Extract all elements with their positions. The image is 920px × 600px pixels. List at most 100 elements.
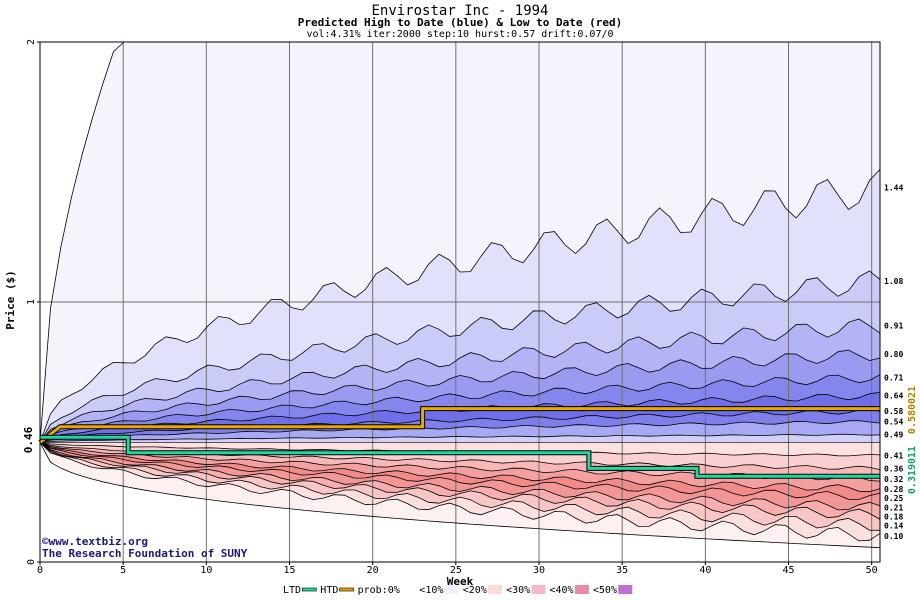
quantile-end-label: 1.44 xyxy=(884,184,903,193)
quantile-end-label: 0.41 xyxy=(884,451,903,460)
low-band xyxy=(40,442,880,492)
legend-swatch xyxy=(531,585,546,594)
high-band xyxy=(40,392,880,443)
quantile-end-label: 0.91 xyxy=(884,321,903,330)
x-tick-label: 40 xyxy=(699,565,711,576)
quantile-end-label: 0.54 xyxy=(884,418,903,427)
legend-label: HTD xyxy=(320,585,338,596)
legend-label: <40% xyxy=(550,585,574,596)
quantile-end-label: 0.36 xyxy=(884,464,903,473)
start-price-label: 0.46 xyxy=(22,426,35,453)
quantile-end-label: 0.28 xyxy=(884,485,903,494)
credit: ©www.textbiz.org The Research Foundation… xyxy=(42,535,248,560)
x-tick-label: 50 xyxy=(866,565,878,576)
high-quantile-line xyxy=(39,374,881,443)
htd-value-label: 0.580021 xyxy=(907,386,918,434)
quantile-end-label: 1.08 xyxy=(884,277,903,286)
chart-subtitle: Predicted High to Date (blue) & Low to D… xyxy=(298,16,623,29)
high-quantile-line xyxy=(39,270,881,443)
legend-swatch xyxy=(488,585,503,594)
copyright-icon: © xyxy=(42,535,49,548)
high-quantile-line xyxy=(39,169,881,443)
quantile-end-label: 0.14 xyxy=(884,522,903,531)
credit-org: The Research Foundation of SUNY xyxy=(42,547,248,560)
quantile-end-label: 0.32 xyxy=(884,475,903,484)
x-axis-label: Week xyxy=(447,575,474,588)
low-band xyxy=(40,442,880,482)
high-band xyxy=(40,409,880,443)
high-band xyxy=(40,42,880,443)
chart-title: Envirostar Inc - 1994 xyxy=(371,3,548,19)
low-band xyxy=(40,442,880,456)
y-tick-label: 2 xyxy=(26,39,37,45)
x-tick-label: 25 xyxy=(450,565,462,576)
probability-bands xyxy=(40,42,880,548)
legend-label: <20% xyxy=(463,585,487,596)
low-quantile-line xyxy=(39,442,881,520)
high-band xyxy=(40,350,880,443)
credit-url: ©www.textbiz.org xyxy=(42,535,148,548)
x-tick-label: 20 xyxy=(367,565,379,576)
credit-url-text: www.textbiz.org xyxy=(49,535,148,548)
low-band xyxy=(40,442,880,510)
legend-label: <30% xyxy=(506,585,530,596)
quantile-end-label: 0.64 xyxy=(884,392,903,401)
legend-swatch xyxy=(401,585,416,594)
high-quantile-line xyxy=(39,349,881,443)
y-axis-label: Price ($) xyxy=(4,270,17,330)
htd-line xyxy=(39,407,880,444)
legend-label: <10% xyxy=(419,585,443,596)
legend-label: <50% xyxy=(593,585,617,596)
y-tick-label: 1 xyxy=(26,299,37,305)
x-tick-label: 0 xyxy=(37,565,43,576)
high-quantile-line xyxy=(39,318,881,443)
legend-swatch xyxy=(444,585,459,594)
low-quantile-line xyxy=(39,442,881,511)
low-band xyxy=(40,442,880,541)
high-band xyxy=(40,319,880,443)
low-band xyxy=(40,442,880,548)
chart-params: vol:4.31% iter:2000 step:10 hurst:0.57 d… xyxy=(306,29,613,40)
htd-ltd-series xyxy=(38,406,880,479)
low-quantile-line xyxy=(39,442,881,542)
x-tick-label: 35 xyxy=(616,565,628,576)
x-tick-label: 15 xyxy=(283,565,295,576)
legend-label: LTD xyxy=(283,585,301,596)
quantile-end-label: 0.25 xyxy=(884,494,903,503)
x-tick-label: 10 xyxy=(200,565,212,576)
high-quantile-line xyxy=(39,420,881,443)
quantile-end-label: 0.21 xyxy=(884,503,903,512)
legend-label: prob:0% xyxy=(358,585,400,596)
legend-swatch xyxy=(618,585,633,594)
ltd-value-label: 0.319011 xyxy=(907,446,918,494)
x-tick-label: 30 xyxy=(533,565,545,576)
quantile-end-label: 0.10 xyxy=(884,532,903,541)
high-quantile-line xyxy=(39,408,881,443)
x-tick-label: 45 xyxy=(782,565,794,576)
low-quantile-line xyxy=(39,442,881,549)
ltd-line xyxy=(40,435,880,478)
high-band xyxy=(40,420,880,443)
low-quantile-line xyxy=(39,442,881,531)
high-band xyxy=(40,169,880,443)
high-quantile-line xyxy=(39,392,881,443)
quantile-end-label: 0.58 xyxy=(884,407,903,416)
y-tick-label: 0 xyxy=(26,559,37,565)
high-band xyxy=(40,434,880,443)
quantile-end-label: 0.80 xyxy=(884,350,903,359)
low-quantile-line xyxy=(39,442,881,482)
low-quantile-line xyxy=(39,442,881,500)
quantile-end-label: 0.71 xyxy=(884,373,903,382)
quantile-end-label: 0.18 xyxy=(884,512,903,521)
low-band xyxy=(40,442,880,500)
axes: 0 5 10 15 20 25 30 35 40 45 50 0 1 2 xyxy=(26,39,881,576)
legend: LTD HTD prob:0% <10% <20% <30% <40% <50% xyxy=(283,585,633,596)
legend-swatch xyxy=(339,587,354,592)
legend-swatch xyxy=(301,587,317,592)
right-quantile-labels: 1.44 1.08 0.91 0.80 0.71 0.64 0.58 0.54 0.49 0.41… xyxy=(884,184,903,541)
high-quantile-line xyxy=(39,433,881,443)
high-band xyxy=(40,271,880,443)
legend-swatch xyxy=(574,585,589,594)
x-tick-label: 5 xyxy=(120,565,126,576)
